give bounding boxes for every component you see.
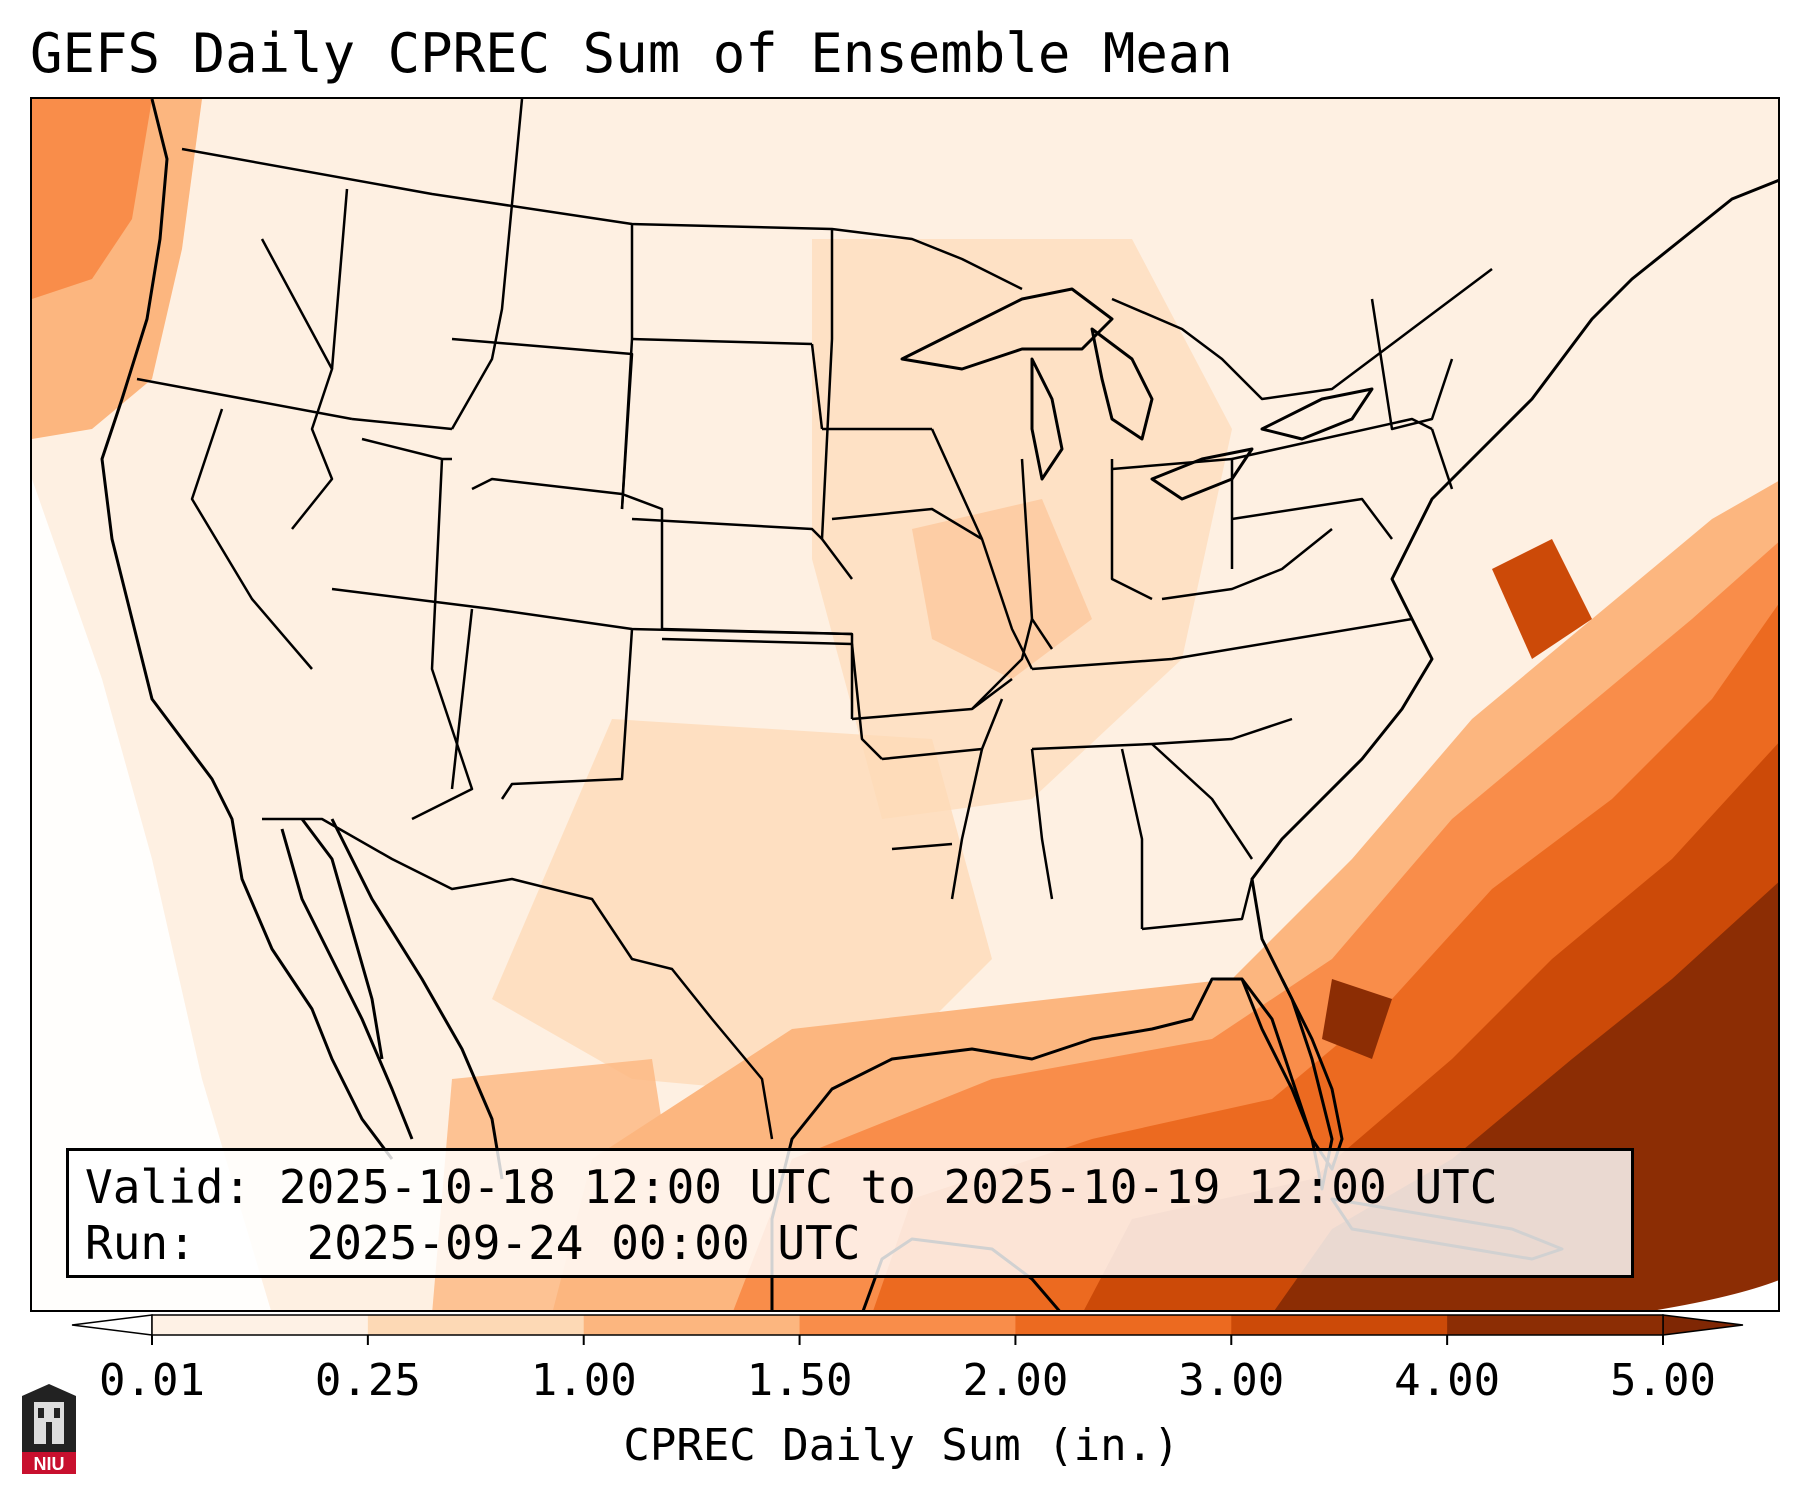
colorbar-segment [583, 1315, 801, 1335]
colorbar-under-extend [71, 1314, 153, 1336]
colorbar-tick-label: 3.00 [1178, 1355, 1284, 1406]
colorbar-segment [1015, 1315, 1232, 1335]
colorbar-border [151, 1314, 1664, 1336]
colorbar-over-extend [1662, 1314, 1744, 1336]
colorbar-tick-label: 4.00 [1394, 1355, 1500, 1406]
colorbar-segment [1447, 1315, 1664, 1335]
valid-line: Valid: 2025-10-18 12:00 UTC to 2025-10-1… [85, 1159, 1631, 1215]
colorbar-segment [1231, 1315, 1448, 1335]
colorbar-label: CPREC Daily Sum (in.) [623, 1420, 1180, 1471]
colorbar-segment [367, 1315, 585, 1335]
run-value: 2025-09-24 00:00 UTC [306, 1216, 861, 1270]
colorbar-tick-label: 5.00 [1610, 1355, 1716, 1406]
political-borders [136, 99, 1493, 1140]
colorbar-tick-label: 2.00 [962, 1355, 1068, 1406]
colorbar-tick-label: 0.25 [315, 1355, 421, 1406]
colorbar-segment [152, 1315, 369, 1335]
map-panel[interactable] [30, 97, 1780, 1312]
valid-label: Valid: [85, 1160, 252, 1214]
colorbar-segment [799, 1315, 1016, 1335]
logo-text: NIU [34, 1454, 65, 1474]
valid-value: 2025-10-18 12:00 UTC to 2025-10-19 12:00… [278, 1160, 1498, 1214]
colorbar-tick-label: 1.00 [531, 1355, 637, 1406]
colorbar-tick-label: 0.01 [99, 1355, 205, 1406]
niu-logo-icon: NIU [22, 1384, 76, 1474]
precip-map [32, 99, 1778, 1310]
colorbar-tick-label: 1.50 [747, 1355, 853, 1406]
run-line: Run: 2025-09-24 00:00 UTC [85, 1215, 1631, 1271]
run-label: Run: [85, 1216, 196, 1270]
run-info-box: Valid: 2025-10-18 12:00 UTC to 2025-10-1… [66, 1148, 1634, 1278]
map-title: GEFS Daily CPREC Sum of Ensemble Mean [30, 22, 1233, 85]
colorbar: 0.01 0.25 1.00 1.50 2.00 3.00 4.00 5.00 [71, 1314, 1744, 1406]
